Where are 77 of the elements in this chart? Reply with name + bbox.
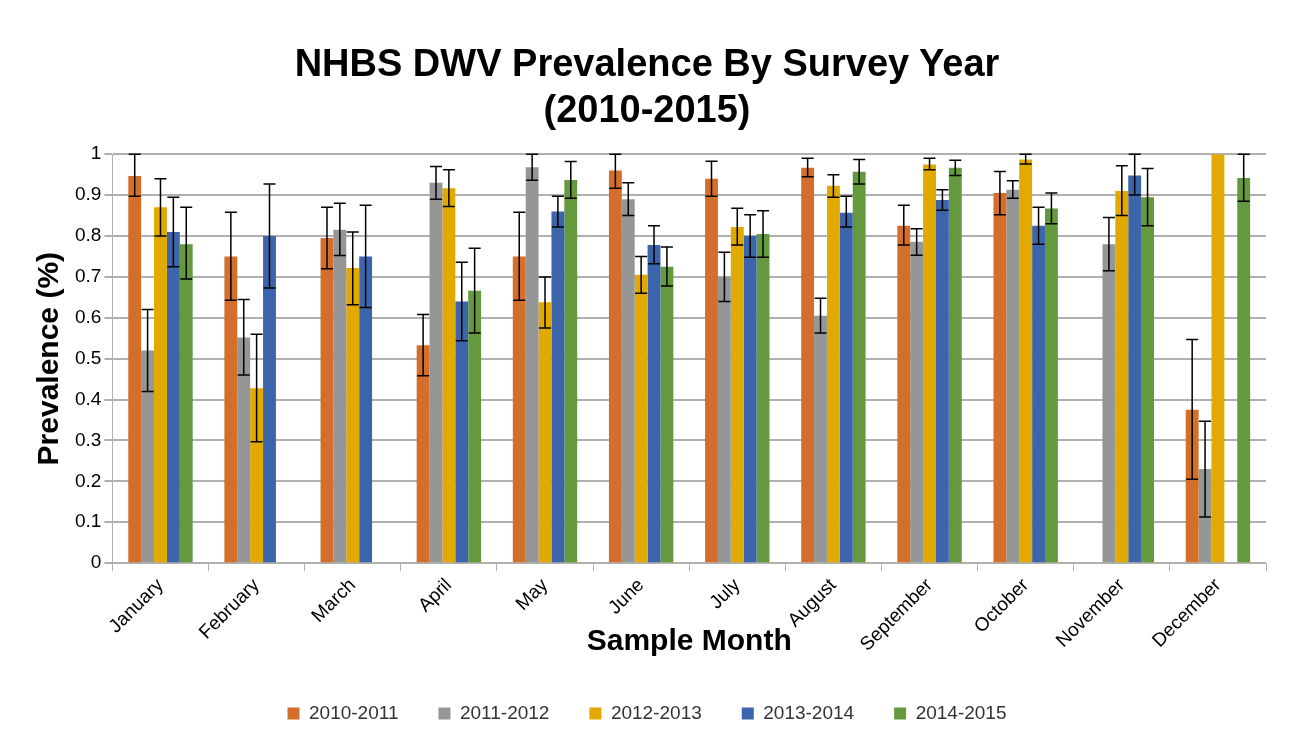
bar bbox=[705, 178, 718, 563]
bar bbox=[910, 241, 924, 563]
legend-label: 2012-2013 bbox=[610, 701, 702, 723]
bar bbox=[263, 235, 276, 563]
bar bbox=[1237, 177, 1251, 563]
legend-label: 2013-2014 bbox=[763, 701, 855, 723]
legend-label: 2010-2011 bbox=[309, 701, 399, 723]
bar bbox=[429, 182, 443, 563]
bar bbox=[948, 167, 962, 563]
y-axis-title: Prevalence (%) bbox=[31, 251, 65, 466]
bar bbox=[442, 188, 456, 563]
bar bbox=[416, 345, 430, 563]
bar bbox=[647, 244, 661, 563]
y-tick-label: 0.5 bbox=[74, 346, 102, 368]
legend-label: 2014-2015 bbox=[915, 701, 1007, 723]
bar bbox=[897, 225, 911, 563]
y-tick-label: 0.6 bbox=[74, 306, 102, 328]
bar bbox=[660, 266, 674, 563]
bar bbox=[730, 227, 744, 563]
bar bbox=[468, 290, 482, 563]
bar bbox=[1141, 197, 1155, 563]
bar bbox=[923, 164, 936, 563]
bar bbox=[237, 337, 251, 563]
bar bbox=[1019, 159, 1033, 563]
bar bbox=[551, 211, 565, 563]
bar bbox=[250, 388, 264, 563]
bar bbox=[1211, 154, 1225, 563]
y-tick-label: 0.7 bbox=[74, 265, 102, 287]
bar bbox=[717, 276, 731, 563]
bar bbox=[743, 235, 757, 563]
y-tick-label: 0.4 bbox=[74, 387, 102, 409]
bar bbox=[756, 233, 770, 563]
bar bbox=[455, 301, 469, 563]
y-tick-label: 0.8 bbox=[74, 224, 102, 246]
y-tick-label: 1 bbox=[90, 142, 102, 164]
bar bbox=[608, 170, 622, 563]
bar bbox=[634, 274, 648, 563]
bar bbox=[993, 193, 1007, 563]
bar bbox=[333, 229, 347, 563]
bar bbox=[1044, 208, 1058, 563]
legend-label: 2011-2012 bbox=[459, 701, 550, 723]
bar bbox=[224, 256, 238, 563]
x-tick-label: May bbox=[511, 573, 552, 615]
bar bbox=[320, 238, 334, 563]
bar bbox=[564, 179, 578, 563]
bar bbox=[346, 267, 360, 563]
y-tick-label: 0 bbox=[90, 551, 102, 573]
bar bbox=[1102, 244, 1116, 563]
bar bbox=[826, 185, 840, 563]
bar bbox=[839, 212, 853, 563]
y-tick-label: 0.1 bbox=[74, 510, 102, 532]
text: NHBS DWV Prevalence By Survey Year bbox=[294, 42, 1000, 85]
text: (2010-2015) bbox=[543, 87, 751, 130]
x-axis-title: Sample Month bbox=[586, 623, 792, 657]
bar bbox=[141, 350, 155, 563]
bar bbox=[1128, 175, 1142, 563]
x-tick-label: July bbox=[705, 573, 745, 613]
bar bbox=[512, 256, 526, 563]
bar bbox=[359, 256, 373, 563]
bar bbox=[852, 171, 866, 563]
bar bbox=[128, 175, 142, 563]
bar bbox=[1115, 191, 1129, 563]
bar bbox=[154, 207, 167, 563]
y-tick-label: 0.9 bbox=[74, 183, 102, 205]
bar bbox=[166, 231, 180, 563]
bar bbox=[814, 315, 827, 563]
bar bbox=[179, 244, 193, 563]
bar bbox=[1185, 409, 1199, 563]
bar bbox=[621, 199, 635, 563]
bar bbox=[801, 167, 815, 563]
y-tick-label: 0.3 bbox=[74, 428, 102, 450]
bar bbox=[1032, 225, 1045, 563]
bar bbox=[525, 167, 539, 563]
y-tick-label: 0.2 bbox=[74, 469, 102, 491]
bar bbox=[1006, 189, 1020, 563]
bar bbox=[538, 302, 552, 563]
bar bbox=[935, 200, 949, 563]
